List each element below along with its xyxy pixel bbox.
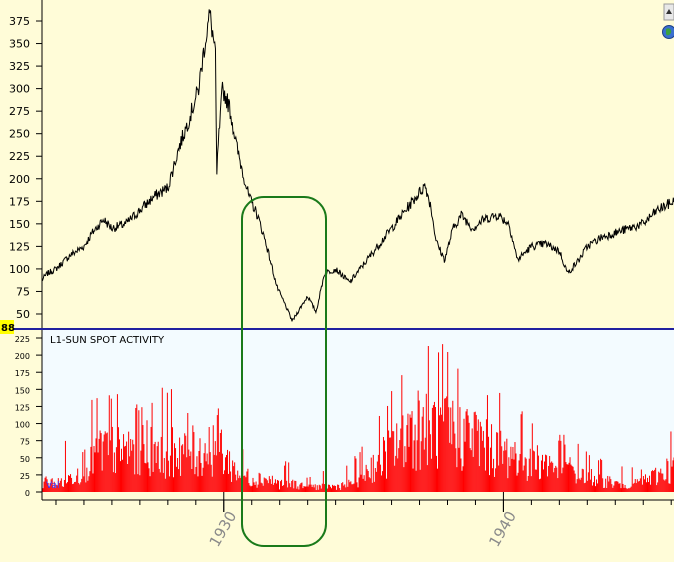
- lower-y-tick-label: 150: [15, 386, 30, 395]
- lower-y-tick-label: 200: [15, 352, 30, 361]
- upper-y-tick-label: 100: [9, 263, 30, 276]
- globe-icon[interactable]: [662, 25, 674, 39]
- upper-y-axis: 50 75 100 125 150 175 200 225 250 275 300 325 350 375: [9, 15, 42, 321]
- lower-y-tick-label: 225: [15, 335, 30, 344]
- lower-y-tick-label: 175: [15, 369, 30, 378]
- lower-y-tick-label: 125: [15, 403, 30, 412]
- scroll-up-icon[interactable]: [663, 3, 674, 21]
- lower-y-tick-label: 25: [20, 472, 30, 481]
- upper-price-series: [41, 9, 674, 322]
- upper-y-tick-label: 125: [9, 240, 30, 253]
- upper-y-tick-label: 175: [9, 195, 30, 208]
- lower-y-tick-label: 50: [20, 455, 30, 464]
- lower-y-tick-label: 100: [15, 421, 30, 430]
- upper-y-tick-label: 350: [9, 38, 30, 51]
- upper-y-tick-label: 300: [9, 83, 30, 96]
- upper-y-tick-label: 50: [16, 308, 30, 321]
- upper-y-tick-label: 375: [9, 15, 30, 28]
- upper-y-tick-label: 225: [9, 150, 30, 163]
- upper-y-tick-label: 250: [9, 128, 30, 141]
- highlight-rectangle: [241, 196, 327, 547]
- upper-y-tick-label: 275: [9, 105, 30, 118]
- lower-y-axis: 0 25 50 75 100 125 150 175 200 225: [15, 335, 42, 498]
- lower-y-tick-label: 0: [25, 489, 30, 498]
- upper-y-tick-label: 325: [9, 60, 30, 73]
- upper-y-tick-label: 200: [9, 173, 30, 186]
- lower-y-tick-label: 75: [20, 438, 30, 447]
- upper-y-tick-label: 150: [9, 218, 30, 231]
- upper-y-tick-label: 75: [16, 285, 30, 298]
- lower-panel-label: L1-SUN SPOT ACTIVITY: [50, 335, 165, 346]
- badge-box: [0, 320, 14, 334]
- badge-text: 88: [1, 323, 15, 334]
- upper-price-line: [41, 9, 674, 322]
- sunspot-bars: [41, 344, 674, 492]
- lower-panel-corner-tag: Val: [46, 481, 59, 491]
